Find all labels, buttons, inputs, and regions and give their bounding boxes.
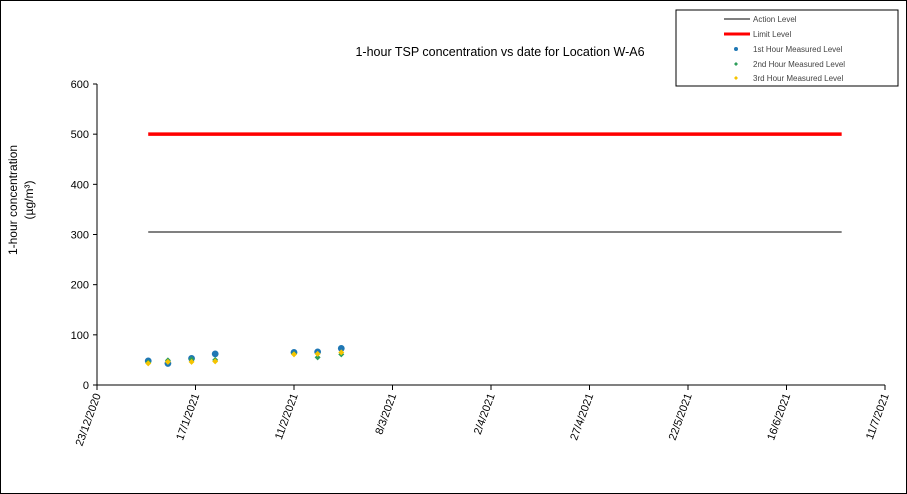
legend-swatch	[734, 47, 738, 51]
y-tick-label: 200	[71, 280, 89, 292]
y-tick-label: 400	[71, 179, 89, 191]
y-axis-label-line2: (µg/m³)	[22, 181, 36, 220]
reference-lines	[148, 132, 842, 233]
y-tick-label: 300	[71, 230, 89, 242]
legend-entry-label: Limit Level	[753, 30, 791, 39]
x-tick-label: 16/6/2021	[765, 392, 793, 442]
y-tick-label: 100	[71, 330, 89, 342]
series-3-point	[145, 360, 152, 367]
series-3-point	[314, 350, 321, 357]
legend-swatch	[734, 76, 738, 80]
x-tick-label: 27/4/2021	[568, 392, 596, 442]
y-axis-label: 1-hour concentration (µg/m³)	[6, 145, 36, 255]
series-3-point	[291, 351, 297, 358]
legend-entry-label: 3rd Hour Measured Level	[753, 74, 843, 83]
x-tick-label: 23/12/2020	[74, 392, 104, 448]
x-tick-label: 8/3/2021	[373, 392, 399, 436]
y-tick-label: 500	[71, 129, 89, 141]
chart-title: 1-hour TSP concentration vs date for Loc…	[355, 45, 644, 59]
legend-swatch	[734, 62, 738, 66]
series-3-point	[188, 358, 195, 365]
series-3-point	[212, 358, 219, 365]
series-3-point	[338, 349, 345, 356]
series-1-point	[211, 350, 219, 358]
y-tick-label: 600	[71, 79, 89, 91]
x-tick-label: 11/2/2021	[273, 392, 301, 441]
legend: Action Level Limit Level 1st Hour Measured…	[675, 9, 899, 87]
x-tick-label: 17/1/2021	[174, 392, 202, 442]
series-3-point	[164, 358, 171, 365]
x-tick-label: 22/5/2021	[667, 392, 695, 442]
series-1-point	[337, 344, 345, 352]
legend-entry-label: Action Level	[753, 15, 797, 24]
x-tick-label: 2/4/2021	[472, 392, 498, 436]
y-tick-label: 0	[83, 380, 89, 392]
legend-entry-label: 1st Hour Measured Level	[753, 45, 843, 54]
legend-entry-label: 2nd Hour Measured Level	[753, 60, 845, 69]
series-2-point	[314, 354, 321, 361]
legend-box	[675, 9, 899, 87]
y-axis-label-line1: 1-hour concentration	[6, 145, 20, 255]
data-points	[144, 344, 345, 367]
x-tick-label: 11/7/2021	[864, 392, 892, 441]
